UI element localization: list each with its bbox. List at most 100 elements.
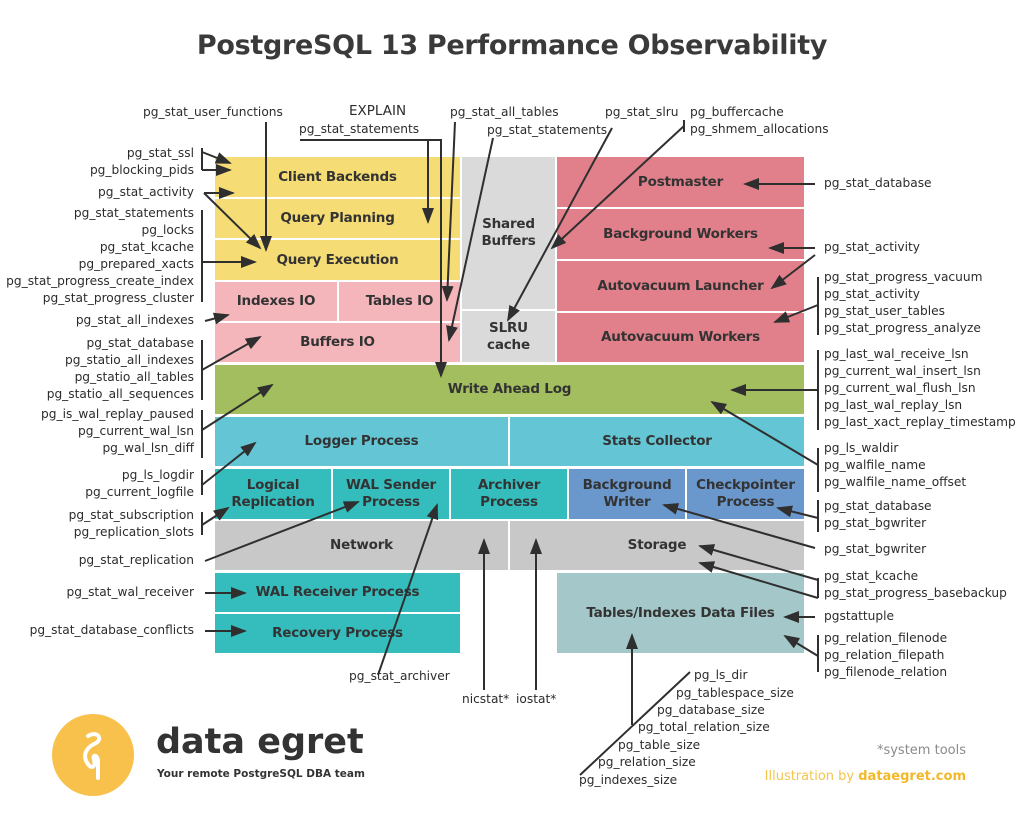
- label-pg-locks: pg_locks: [141, 223, 194, 237]
- shared-buffers-box: Shared Buffers: [462, 157, 555, 309]
- label-pg-ls-dir: pg_ls_dir: [694, 668, 748, 682]
- wal-receiver-process-box: WAL Receiver Process: [215, 573, 460, 612]
- label-pg-tablespace-size: pg_tablespace_size: [676, 686, 794, 700]
- label-pg-stat-activity-right: pg_stat_activity: [824, 240, 920, 254]
- label-pg-stat-subscription: pg_stat_subscription: [68, 508, 194, 522]
- label-pg-ls-logdir: pg_ls_logdir: [121, 468, 194, 482]
- label-pg-stat-bgwriter-ckpt: pg_stat_bgwriter: [824, 516, 927, 530]
- illustration-credit: Illustration by dataegret.com: [765, 769, 966, 784]
- buffers-io-box: Buffers IO: [215, 323, 460, 362]
- label-pg-current-logfile: pg_current_logfile: [85, 485, 194, 499]
- label-pg-relation-filepath: pg_relation_filepath: [824, 648, 945, 662]
- background-writer-label: Background Writer: [582, 477, 672, 510]
- label-pg-stat-database-conflicts: pg_stat_database_conflicts: [29, 623, 194, 637]
- label-filenode-group: pg_relation_filenode pg_relation_filepat…: [824, 630, 947, 681]
- label-pg-stat-wal-receiver: pg_stat_wal_receiver: [66, 585, 195, 599]
- label-pg-wal-lsn-diff: pg_wal_lsn_diff: [102, 441, 194, 455]
- label-explain: EXPLAIN: [349, 103, 407, 119]
- label-pg-stat-database-left: pg_stat_database: [86, 336, 194, 350]
- checkpointer-process-label: Checkpointer Process: [696, 477, 795, 510]
- label-pg-stat-statements-b: pg_stat_statements: [487, 123, 608, 137]
- label-logical-group: pg_stat_subscription pg_replication_slot…: [69, 507, 194, 541]
- label-pg-stat-activity-av: pg_stat_activity: [824, 287, 920, 301]
- label-logger-group: pg_ls_logdir pg_current_logfile: [85, 467, 194, 501]
- label-pg-stat-all-tables: pg_stat_all_tables: [450, 105, 559, 119]
- network-box: Network: [215, 521, 508, 570]
- label-wal-left-group: pg_is_wal_replay_paused pg_current_wal_l…: [41, 406, 194, 457]
- label-pg-is-wal-replay-paused: pg_is_wal_replay_paused: [41, 407, 194, 421]
- query-planning-label: Query Planning: [280, 210, 395, 227]
- label-wal-right-group: pg_last_wal_receive_lsn pg_current_wal_i…: [824, 346, 1016, 431]
- label-pg-ls-waldir: pg_ls_waldir: [824, 441, 899, 455]
- label-pg-relation-filenode: pg_relation_filenode: [824, 631, 948, 645]
- autovacuum-launcher-label: Autovacuum Launcher: [597, 277, 764, 294]
- label-pg-stat-activity-left: pg_stat_activity: [98, 185, 194, 199]
- label-pg-stat-progress-basebackup: pg_stat_progress_basebackup: [824, 586, 1007, 600]
- slru-cache-box: SLRU cache: [462, 311, 555, 362]
- credit-prefix: Illustration by: [764, 769, 859, 784]
- label-pg-prepared-xacts: pg_prepared_xacts: [78, 257, 194, 271]
- label-buffers-group: pg_stat_database pg_statio_all_indexes p…: [47, 335, 194, 403]
- label-pg-blocking-pids: pg_blocking_pids: [89, 163, 194, 177]
- brand-tagline: Your remote PostgreSQL DBA team: [157, 768, 365, 780]
- label-pg-table-size: pg_table_size: [618, 738, 701, 752]
- archiver-process-box: Archiver Process: [451, 469, 567, 519]
- logical-replication-box: Logical Replication: [215, 469, 331, 519]
- label-pg-current-wal-insert-lsn: pg_current_wal_insert_lsn: [824, 364, 981, 378]
- system-tools-note: *system tools: [876, 743, 966, 758]
- label-client-group: pg_stat_ssl pg_blocking_pids: [90, 145, 194, 179]
- label-pg-stat-database-ckpt: pg_stat_database: [824, 499, 932, 513]
- label-storage-group: pg_stat_kcache pg_stat_progress_baseback…: [824, 568, 1007, 602]
- label-shared-mem-group: pg_buffercache pg_shmem_allocations: [690, 104, 829, 138]
- label-pg-walfile-name: pg_walfile_name: [824, 458, 926, 472]
- page-title: PostgreSQL 13 Performance Observability: [196, 30, 828, 61]
- label-pg-walfile-name-offset: pg_walfile_name_offset: [824, 475, 967, 489]
- label-pg-total-relation-size: pg_total_relation_size: [638, 720, 770, 734]
- background-workers-box: Background Workers: [557, 209, 804, 259]
- slru-cache-label: SLRU cache: [487, 319, 530, 353]
- label-pg-stat-bgwriter: pg_stat_bgwriter: [824, 542, 927, 556]
- recovery-process-label: Recovery Process: [272, 625, 403, 642]
- checkpointer-process-box: Checkpointer Process: [687, 469, 804, 519]
- label-execution-group: pg_stat_statements pg_locks pg_stat_kcac…: [6, 205, 194, 307]
- label-pg-last-wal-replay-lsn: pg_last_wal_replay_lsn: [824, 398, 963, 412]
- label-pg-last-xact-replay-timestamp: pg_last_xact_replay_timestamp: [824, 415, 1016, 429]
- stats-collector-label: Stats Collector: [602, 433, 712, 450]
- label-pg-stat-kcache-right: pg_stat_kcache: [824, 569, 919, 583]
- label-pg-stat-ssl: pg_stat_ssl: [126, 146, 194, 160]
- label-pg-filenode-relation: pg_filenode_relation: [824, 665, 948, 679]
- label-pg-statio-all-sequences: pg_statio_all_sequences: [46, 387, 194, 401]
- label-iostat: iostat*: [516, 692, 557, 706]
- label-pg-stat-progress-analyze: pg_stat_progress_analyze: [824, 321, 981, 335]
- label-pg-current-wal-lsn: pg_current_wal_lsn: [77, 424, 194, 438]
- label-pg-buffercache: pg_buffercache: [690, 105, 784, 119]
- label-pg-last-wal-receive-lsn: pg_last_wal_receive_lsn: [824, 347, 969, 361]
- tables-io-box: Tables IO: [339, 282, 460, 321]
- label-pg-stat-user-tables: pg_stat_user_tables: [824, 304, 945, 318]
- tables-io-label: Tables IO: [365, 293, 434, 310]
- credit-site-link[interactable]: dataegret.com: [858, 769, 966, 784]
- label-pg-stat-progress-vacuum: pg_stat_progress_vacuum: [824, 270, 983, 284]
- egret-logo-icon: [52, 714, 134, 796]
- write-ahead-log-box: Write Ahead Log: [215, 365, 804, 414]
- data-files-label: Tables/Indexes Data Files: [586, 604, 775, 621]
- brand-name: data egret: [156, 722, 364, 762]
- label-pg-stat-slru: pg_stat_slru: [605, 105, 679, 119]
- query-execution-box: Query Execution: [215, 240, 460, 280]
- label-pg-replication-slots: pg_replication_slots: [73, 525, 194, 539]
- stats-collector-box: Stats Collector: [510, 417, 804, 466]
- label-pg-stat-database-right: pg_stat_database: [824, 176, 932, 190]
- client-backends-box: Client Backends: [215, 157, 460, 197]
- label-pg-relation-size: pg_relation_size: [598, 755, 696, 769]
- postmaster-box: Postmaster: [557, 157, 804, 207]
- autovacuum-workers-box: Autovacuum Workers: [557, 313, 804, 362]
- label-pg-stat-all-indexes: pg_stat_all_indexes: [75, 313, 194, 327]
- data-files-box: Tables/Indexes Data Files: [557, 573, 804, 653]
- label-waldir-group: pg_ls_waldir pg_walfile_name pg_walfile_…: [824, 440, 966, 491]
- network-label: Network: [330, 537, 393, 554]
- label-pg-stat-archiver: pg_stat_archiver: [349, 669, 450, 683]
- label-pgstattuple: pgstattuple: [824, 609, 894, 623]
- label-pg-statio-all-tables: pg_statio_all_tables: [74, 370, 194, 384]
- label-nicstat: nicstat*: [462, 692, 510, 706]
- query-execution-label: Query Execution: [276, 251, 399, 268]
